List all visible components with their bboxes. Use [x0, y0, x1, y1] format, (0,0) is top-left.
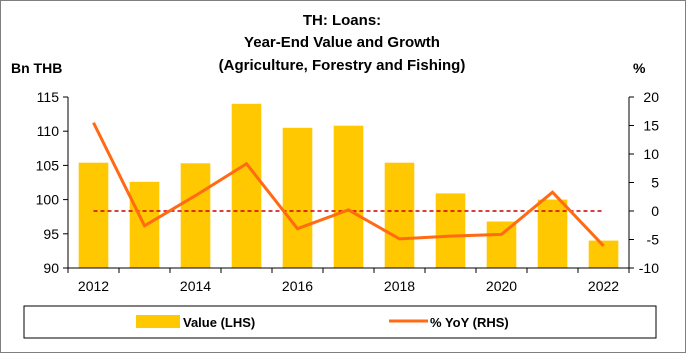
- left-tick-label: 110: [37, 123, 60, 139]
- bar-2020: [487, 222, 517, 269]
- legend: Value (LHS) % YoY (RHS): [24, 306, 656, 338]
- bar-2021: [538, 200, 568, 268]
- bar-2015: [232, 104, 262, 268]
- x-tick-label: 2022: [588, 278, 619, 294]
- left-axis-unit-label: Bn THB: [11, 60, 62, 76]
- x-tick-label: 2014: [180, 278, 211, 294]
- chart-title-line-3: (Agriculture, Forestry and Fishing): [219, 57, 466, 74]
- bar-2018: [385, 163, 415, 268]
- bar-2014: [181, 163, 211, 268]
- right-tick-label: 15: [643, 118, 659, 134]
- right-tick-label: -5: [647, 232, 660, 248]
- chart-title-line-1: TH: Loans:: [303, 12, 381, 29]
- legend-label-value: Value (LHS): [183, 315, 255, 330]
- right-tick-label: 20: [643, 89, 659, 105]
- right-tick-label: 0: [651, 203, 659, 219]
- x-tick-label: 2018: [384, 278, 415, 294]
- right-axis-unit-label: %: [633, 60, 646, 76]
- right-tick-label: 10: [643, 146, 659, 162]
- right-tick-label: -10: [639, 260, 659, 276]
- left-axis-ticks: 90 95 100 105 110 115: [36, 89, 68, 276]
- right-axis-ticks: -10 -5 0 5 10 15 20: [629, 89, 659, 276]
- bar-2017: [334, 126, 364, 268]
- legend-swatch-value: [136, 315, 180, 328]
- left-tick-label: 100: [36, 192, 60, 208]
- right-tick-label: 5: [651, 175, 659, 191]
- bar-2016: [283, 128, 313, 268]
- x-tick-label: 2016: [282, 278, 313, 294]
- x-axis-ticks: 2012 2014 2016 2018 2020 2022: [68, 268, 629, 294]
- legend-label-yoy: % YoY (RHS): [430, 315, 509, 330]
- bar-2012: [79, 163, 109, 268]
- x-tick-label: 2012: [78, 278, 109, 294]
- chart-title-line-2: Year-End Value and Growth: [244, 34, 440, 51]
- x-tick-label: 2020: [486, 278, 517, 294]
- left-tick-label: 105: [36, 157, 60, 173]
- left-tick-label: 90: [43, 260, 59, 276]
- legend-box: [24, 306, 656, 338]
- chart-title: TH: Loans: Year-End Value and Growth (Ag…: [219, 12, 466, 74]
- bar-series: [79, 104, 619, 268]
- left-tick-label: 115: [37, 89, 60, 105]
- left-tick-label: 95: [43, 226, 59, 242]
- bar-2019: [436, 193, 466, 268]
